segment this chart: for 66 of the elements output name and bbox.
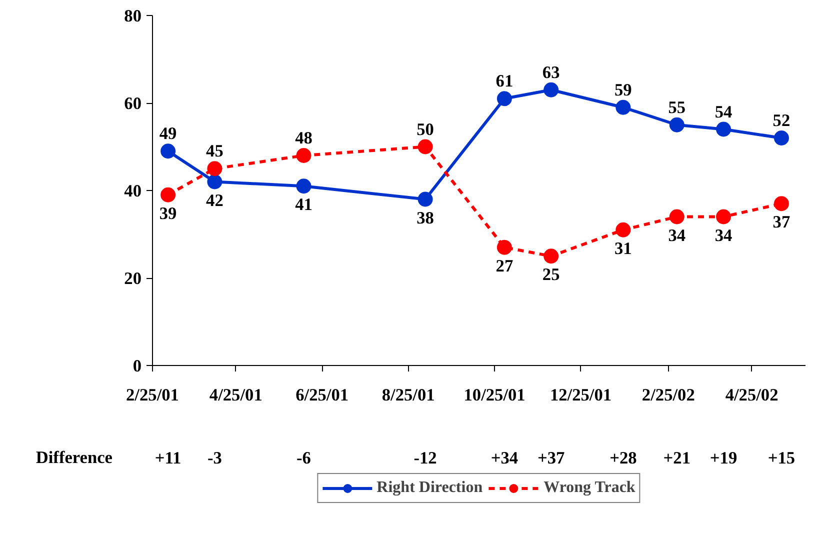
point [296,178,312,194]
text: +19 [710,448,738,468]
data-label: 63 [542,62,560,82]
point [296,148,312,163]
point [496,240,512,255]
point [418,139,433,154]
y-tick-label: 0 [132,356,142,376]
point [616,100,631,115]
data-label: 37 [772,212,790,232]
point [669,209,684,224]
text: -12 [414,448,437,468]
data-label: 34 [714,226,733,245]
y-tick-label: 40 [124,182,142,200]
x-tick-label: 8/25/01 [382,386,435,404]
point [544,82,559,98]
legend-label: Right Direction [376,479,483,497]
text: +11 [154,448,182,468]
text: +34 [490,448,518,468]
legend-label: Wrong Track [544,479,636,497]
text: +15 [768,448,796,468]
data-label: 42 [206,190,224,210]
point [669,117,684,132]
x-tick-label: 10/25/01 [464,386,526,404]
data-label: 61 [496,72,514,91]
data-label: 34 [668,226,686,245]
point [716,209,732,224]
x-tick-label: 6/25/01 [296,386,349,404]
data-label: 59 [614,80,632,100]
x-tick-label: 2/25/01 [126,386,179,404]
x-tick-label: 2/25/02 [642,386,695,404]
y-tick-label: 60 [124,94,142,113]
data-label: 31 [614,238,632,258]
data-label: 54 [714,102,733,122]
point [774,196,789,212]
y-tick-label: 80 [124,6,142,26]
text: +28 [610,448,638,468]
point [207,174,222,190]
point [616,222,631,238]
text: +21 [663,448,690,468]
x-tick-label: 4/25/01 [209,386,262,404]
data-label: 55 [668,98,686,117]
y-tick-label: 20 [124,269,142,288]
text: +37 [537,448,566,468]
data-label: 39 [159,204,178,223]
point [774,130,789,146]
data-label: 50 [416,120,434,139]
x-tick-label: 4/25/02 [725,386,778,404]
text: -6 [296,448,312,468]
point [418,192,433,207]
point [496,91,512,106]
data-label: 52 [772,111,790,130]
data-label: 49 [159,124,178,144]
point [160,187,176,202]
text: Difference [36,448,113,467]
data-label: 38 [416,208,434,228]
data-label: 45 [206,142,224,161]
point [160,144,176,159]
data-label: 48 [295,128,313,148]
text: -3 [207,448,222,468]
point [544,248,559,264]
point [207,161,222,176]
data-label: 41 [295,195,312,214]
data-label: 27 [496,256,514,276]
point [716,122,732,137]
x-tick-label: 12/25/01 [550,386,612,404]
data-label: 25 [542,265,560,284]
